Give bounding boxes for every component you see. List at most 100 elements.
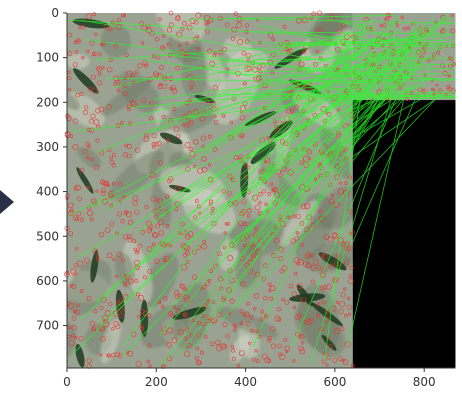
keypoint [153, 232, 159, 239]
keypoint [257, 211, 263, 216]
keypoint [86, 295, 92, 301]
keypoint [166, 27, 173, 33]
keypoint [154, 258, 160, 265]
keypoint [161, 242, 167, 248]
keypoint [121, 194, 126, 199]
keypoint [230, 345, 235, 349]
keypoint [292, 214, 296, 219]
keypoint [157, 84, 163, 90]
keypoint [174, 207, 179, 212]
keypoint [212, 85, 219, 91]
keypoint [117, 353, 123, 358]
keypoint [435, 83, 439, 87]
match-line [252, 57, 456, 60]
y-tick-label: 200 [36, 95, 59, 109]
y-tick-label: 0 [51, 6, 59, 20]
cell [250, 141, 276, 165]
keypoint [79, 91, 84, 96]
keypoint [333, 201, 340, 209]
match-line [80, 19, 404, 75]
keypoint [179, 283, 184, 288]
keypoint [150, 196, 157, 202]
keypoint [259, 309, 264, 314]
keypoint [240, 281, 246, 287]
match-line [352, 21, 450, 243]
keypoint [221, 113, 226, 118]
texture-blob [115, 252, 135, 287]
match-line [241, 20, 396, 244]
keypoint [138, 294, 145, 301]
keypoint [139, 308, 145, 314]
match-line [225, 93, 445, 245]
keypoint [348, 278, 354, 284]
keypoint [266, 136, 270, 140]
keypoint [419, 55, 424, 60]
keypoint [300, 341, 305, 345]
keypoint [446, 85, 451, 90]
keypoint [344, 181, 349, 186]
keypoint [158, 206, 163, 211]
keypoint [245, 320, 251, 327]
keypoint [241, 50, 247, 56]
cell [274, 47, 308, 69]
keypoint [171, 88, 178, 94]
texture-blob [279, 200, 319, 246]
keypoint [346, 296, 351, 301]
keypoint [387, 14, 392, 18]
keypoint [239, 321, 244, 326]
keypoint [292, 359, 296, 363]
keypoint [344, 260, 350, 266]
keypoint [283, 337, 288, 342]
keypoint [178, 329, 184, 336]
keypoint [213, 114, 217, 119]
keypoint [147, 343, 152, 348]
keypoint [142, 60, 148, 66]
keypoint [182, 20, 188, 26]
keypoint [300, 243, 305, 247]
keypoint [395, 24, 399, 27]
keypoint [253, 293, 260, 299]
keypoint [71, 325, 77, 331]
keypoint [175, 65, 180, 71]
match-line [96, 65, 378, 302]
keypoint [96, 257, 100, 262]
keypoint [112, 181, 116, 186]
keypoint [217, 251, 222, 256]
keypoint [207, 163, 211, 167]
keypoint [169, 86, 173, 90]
keypoint [336, 28, 342, 35]
keypoint [343, 313, 348, 318]
keypoint [165, 224, 170, 228]
keypoint [332, 232, 339, 240]
keypoint [291, 291, 297, 297]
keypoint [208, 17, 214, 23]
keypoint [325, 309, 330, 315]
keypoint [319, 272, 326, 278]
cell [318, 252, 347, 271]
match-line [234, 70, 370, 117]
keypoint [108, 58, 113, 63]
keypoint [194, 199, 199, 203]
keypoint [82, 110, 88, 115]
texture-blob [309, 13, 343, 57]
keypoint [166, 42, 171, 47]
keypoint [339, 181, 343, 185]
keypoint [320, 253, 326, 258]
keypoint [264, 357, 271, 364]
keypoint [215, 339, 221, 346]
keypoint [272, 200, 278, 206]
match-line [252, 39, 354, 194]
keypoint [99, 326, 105, 332]
keypoint [288, 283, 294, 289]
keypoint [112, 310, 119, 317]
keypoint [349, 265, 354, 270]
keypoint [182, 252, 188, 258]
cell [311, 302, 343, 327]
texture-blob [67, 322, 77, 357]
keypoint [282, 24, 287, 29]
keypoint [65, 115, 72, 122]
keypoint [233, 328, 237, 332]
keypoint [321, 300, 326, 305]
match-line [255, 97, 456, 101]
keypoint [126, 153, 132, 159]
